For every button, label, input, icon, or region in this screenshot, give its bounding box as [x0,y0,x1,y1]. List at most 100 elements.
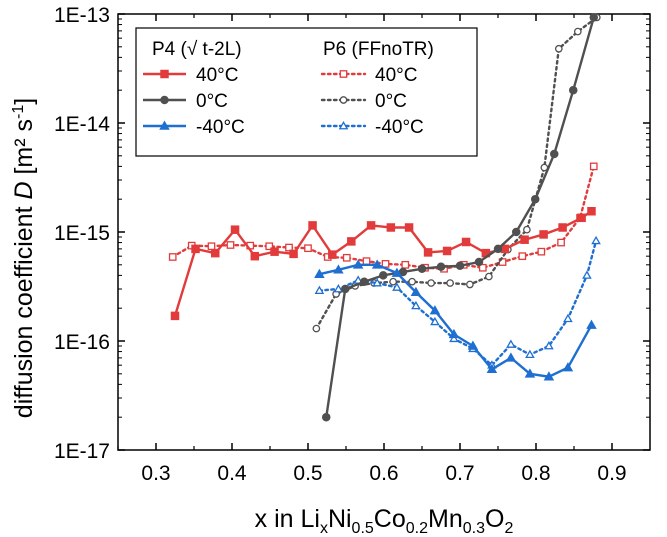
data-point [558,223,567,232]
y-tick-label: 1E-14 [54,113,110,136]
data-point [168,253,177,261]
data-point [391,267,403,277]
data-point [455,261,465,271]
data-point [342,253,351,262]
data-point [544,340,554,350]
legend-swatch-marker [338,121,349,130]
data-point [573,27,582,36]
data-point [211,248,220,258]
data-point [436,262,446,271]
legend-label: -40°C [375,117,424,138]
data-point [518,252,527,261]
data-point [520,235,529,244]
data-point [523,225,531,234]
data-point [427,279,435,287]
data-point [442,246,452,256]
data-point [314,268,325,278]
data-point [493,244,503,254]
data-point [366,221,376,230]
data-point [408,277,416,286]
y-tick-label: 1E-13 [54,4,110,27]
data-point [591,235,601,245]
data-point [378,271,388,280]
data-point [328,250,337,259]
legend-swatch-marker [339,70,348,78]
data-point [430,316,440,326]
data-point [563,313,573,323]
data-point [423,248,433,257]
y-tick-label: 1E-15 [54,222,110,245]
x-axis-title-prefix: x in Li [255,505,320,533]
data-point [448,328,460,339]
data-point [398,267,408,277]
data-point [386,223,396,232]
data-point [372,278,382,287]
data-point [207,242,216,251]
data-point [314,285,325,295]
data-point [371,259,383,269]
data-point [485,272,493,281]
x-tick-label: 0.8 [521,462,550,485]
data-point [446,279,454,287]
legend-group-title-p6: P6 (FFnoTR) [323,39,434,60]
data-point [170,311,180,321]
data-point [577,213,586,223]
x-base-4: O [485,505,504,533]
data-point [191,244,200,254]
series-p6-square [168,162,598,273]
y-axis-title-unit: [m² s [10,119,38,182]
data-point [333,264,344,274]
legend-label: 40°C [375,65,417,86]
data-point [230,225,240,234]
legend-label: 0°C [196,91,228,112]
y-axis-title-unit-close: ] [10,98,38,105]
data-point [530,194,540,204]
data-point [562,362,574,372]
x-tick-label: 0.6 [369,462,398,485]
legend-label: -40°C [196,117,245,138]
data-point [568,85,578,95]
data-point [410,286,422,297]
y-axis-title-symbol: D [10,181,38,199]
data-point [265,242,274,251]
data-point [359,277,369,286]
x-tick-label: 0.4 [217,462,247,485]
data-point [525,349,535,359]
data-point [362,257,371,266]
data-point [226,241,235,249]
data-point [401,260,410,269]
data-point [506,339,516,348]
data-point [312,324,321,333]
series-layer [168,13,601,422]
data-point [466,280,474,289]
data-point [554,44,563,53]
y-axis-title: diffusion coefficient D [m² s-1] [10,98,38,418]
data-point [308,221,317,230]
x-sub-3: 0.3 [463,520,485,537]
data-point [250,251,260,261]
data-point [478,263,487,272]
data-point [582,270,592,279]
x-tick-label: 0.3 [141,462,170,485]
data-point [539,230,548,239]
series-p4-square [170,207,596,321]
x-sub-0: x [320,520,328,537]
data-point [589,13,599,22]
x-tick-label: 0.5 [293,462,322,485]
data-point [486,363,498,374]
data-point [537,247,546,256]
data-point [417,264,427,274]
x-base-2: Co [374,505,406,533]
data-point [505,352,517,362]
x-axis-title: x in LixNi0.5Co0.2Mn0.3O2 [255,505,514,537]
legend-label: 0°C [375,91,407,112]
series-p6-circle [312,13,601,333]
data-point [589,162,598,171]
legend-group-title-p4: P4 (√ t-2L) [152,39,242,60]
y-axis-title-prefix: diffusion coefficient [10,200,38,419]
data-point [333,284,344,293]
legend-swatch-marker [160,95,169,105]
legend: P4 (√ t-2L) P6 (FFnoTR) 40°C 0°C -40°C 40°C… [135,27,478,157]
axis-ticks: 0.3 0.4 0.5 0.6 0.7 0.8 0.9 1E-17 1E-16 1E-15 1E-1… [54,4,650,485]
